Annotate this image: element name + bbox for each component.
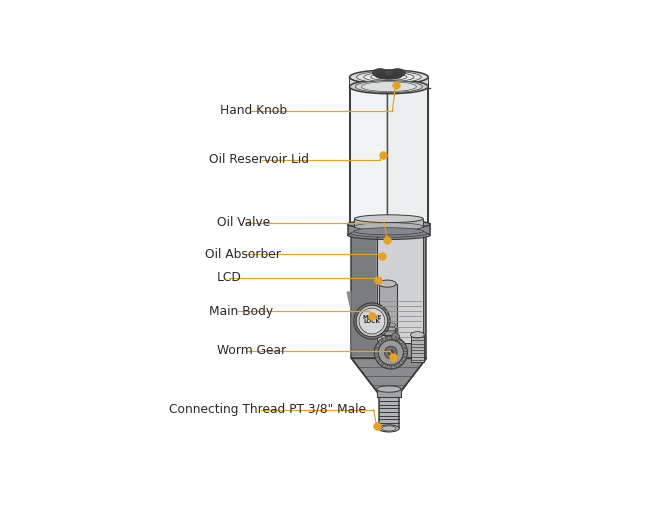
Polygon shape [401, 342, 405, 346]
Polygon shape [397, 339, 401, 343]
Bar [351, 227, 426, 358]
Bar [387, 88, 430, 228]
Polygon shape [385, 337, 388, 341]
Ellipse shape [411, 332, 424, 338]
Bar [354, 219, 423, 226]
Polygon shape [377, 359, 381, 363]
Polygon shape [397, 362, 401, 366]
Polygon shape [403, 352, 407, 354]
Ellipse shape [355, 81, 422, 92]
Bar [378, 233, 423, 343]
Polygon shape [346, 291, 353, 358]
Ellipse shape [349, 80, 428, 94]
Polygon shape [377, 342, 381, 346]
Polygon shape [390, 365, 392, 369]
Polygon shape [394, 337, 396, 341]
Text: Oil Valve: Oil Valve [216, 216, 269, 229]
Text: Oil Reservoir Lid: Oil Reservoir Lid [208, 153, 308, 166]
Circle shape [356, 305, 388, 337]
Ellipse shape [376, 73, 402, 79]
Ellipse shape [372, 68, 388, 77]
Text: Oil Absorber: Oil Absorber [205, 248, 281, 261]
Ellipse shape [382, 426, 396, 431]
Ellipse shape [354, 215, 423, 223]
Ellipse shape [354, 223, 423, 230]
Bar [349, 77, 428, 233]
Ellipse shape [364, 73, 414, 82]
Ellipse shape [384, 70, 394, 76]
Bar [379, 284, 396, 335]
Circle shape [384, 346, 397, 359]
Polygon shape [351, 358, 426, 394]
Text: LCD: LCD [216, 271, 241, 284]
Circle shape [388, 350, 393, 355]
Polygon shape [385, 364, 388, 368]
Text: Hand Knob: Hand Knob [220, 104, 288, 117]
Bar [352, 229, 376, 357]
Polygon shape [375, 356, 379, 358]
Circle shape [392, 333, 399, 341]
Ellipse shape [351, 229, 427, 237]
Bar [349, 77, 428, 88]
Circle shape [378, 340, 403, 365]
Circle shape [354, 303, 390, 339]
Polygon shape [394, 364, 396, 368]
Polygon shape [380, 339, 384, 343]
Ellipse shape [371, 74, 407, 80]
Text: Connecting Thread PT 3/8" Male: Connecting Thread PT 3/8" Male [169, 403, 366, 416]
Bar [347, 224, 430, 235]
Polygon shape [403, 356, 407, 358]
Polygon shape [390, 336, 392, 340]
Bar [378, 394, 399, 428]
Polygon shape [403, 347, 407, 350]
Text: LOCK: LOCK [364, 319, 380, 324]
Ellipse shape [349, 70, 428, 84]
Ellipse shape [354, 228, 423, 235]
Text: MODE: MODE [362, 315, 382, 319]
Polygon shape [375, 347, 379, 350]
Ellipse shape [378, 280, 396, 287]
Ellipse shape [347, 231, 430, 240]
Ellipse shape [377, 386, 401, 392]
Polygon shape [380, 362, 384, 366]
Ellipse shape [357, 71, 421, 83]
Polygon shape [374, 352, 378, 354]
Text: Main Body: Main Body [208, 305, 273, 318]
Ellipse shape [390, 68, 405, 77]
Bar [377, 389, 401, 397]
Polygon shape [401, 359, 405, 363]
Circle shape [359, 308, 385, 334]
Circle shape [374, 336, 407, 369]
Ellipse shape [347, 220, 430, 228]
Text: Worm Gear: Worm Gear [216, 344, 286, 357]
Ellipse shape [349, 225, 428, 240]
Ellipse shape [362, 82, 417, 91]
Bar [411, 335, 424, 362]
Ellipse shape [378, 425, 399, 432]
